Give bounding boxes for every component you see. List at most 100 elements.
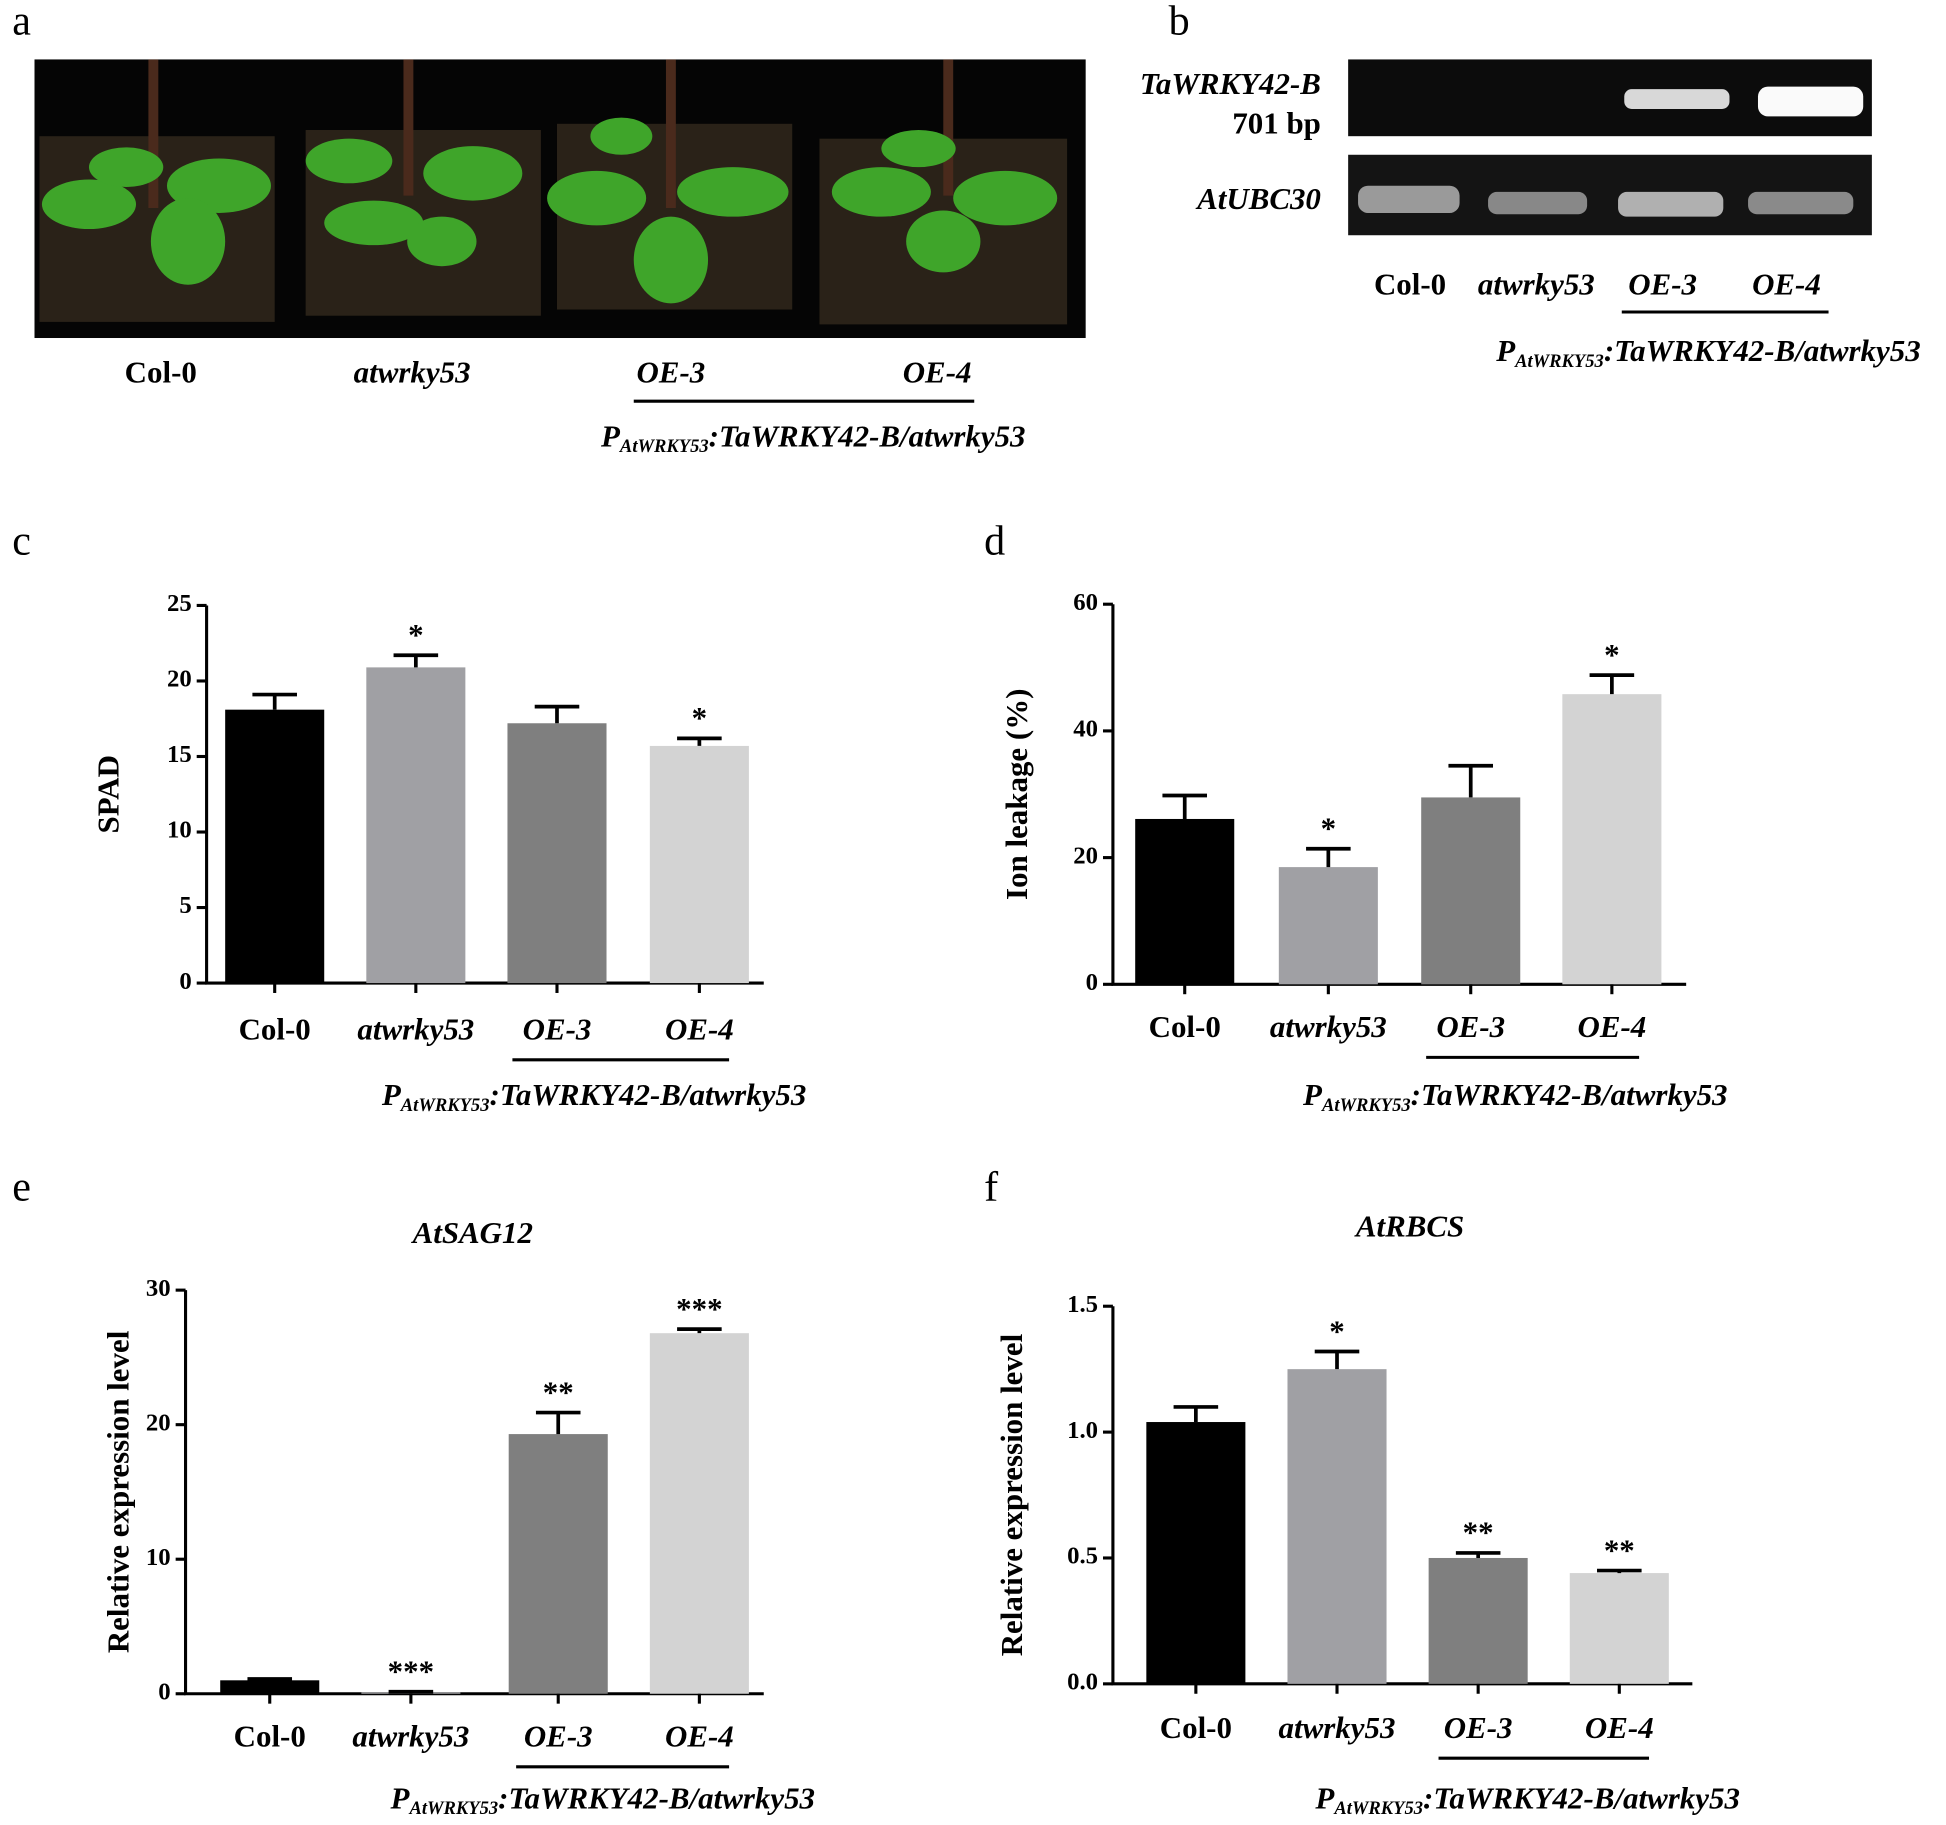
construct-prefix: P <box>1302 1077 1323 1112</box>
lane-label: Col-0 <box>1374 266 1446 301</box>
lane-label: OE-3 <box>1628 266 1697 301</box>
construct-suffix: :TaWRKY42-B/atwrky53 <box>1411 1077 1728 1112</box>
gene-label: AtUBC30 <box>1195 181 1321 216</box>
x-tick-label: Col-0 <box>239 1012 311 1047</box>
x-tick-label: atwrky53 <box>352 1719 469 1754</box>
significance-label: ** <box>543 1374 574 1409</box>
error-bar <box>1448 763 1494 798</box>
significance-label: * <box>1329 1313 1344 1348</box>
y-tick-label: 0 <box>158 1678 170 1705</box>
construct-suffix: :TaWRKY42-B/atwrky53 <box>709 419 1026 454</box>
error-bar <box>1173 1405 1219 1423</box>
panel-label: a <box>12 0 31 44</box>
error-bar <box>252 692 297 710</box>
y-tick-label: 60 <box>1073 589 1098 616</box>
significance-label: ** <box>1604 1532 1635 1567</box>
bar <box>1428 1557 1528 1684</box>
gene-label: TaWRKY42-B <box>1140 66 1321 101</box>
bar <box>507 723 607 984</box>
x-tick-label: Col-0 <box>1149 1009 1221 1044</box>
panel-label: c <box>12 517 31 564</box>
x-tick-label: OE-3 <box>1436 1009 1505 1044</box>
x-tick-label: OE-4 <box>1577 1009 1646 1044</box>
plant-photo <box>34 59 1086 339</box>
significance-label: ** <box>1463 1515 1494 1550</box>
gel-image <box>1348 59 1872 236</box>
construct-label: PAtWRKY53:TaWRKY42-B/atwrky53 <box>381 1077 806 1116</box>
y-tick-label: 15 <box>167 741 192 768</box>
error-bar <box>1162 793 1208 819</box>
bar <box>1569 1573 1669 1684</box>
construct-subscript: AtWRKY53 <box>619 436 709 457</box>
genotype-label: atwrky53 <box>354 354 471 389</box>
error-bar <box>393 653 439 668</box>
construct-subscript: AtWRKY53 <box>408 1798 498 1819</box>
error-bar <box>535 1410 581 1435</box>
bar <box>1146 1422 1246 1684</box>
bar <box>1562 694 1662 985</box>
lane-label: atwrky53 <box>1478 266 1595 301</box>
y-tick-label: 20 <box>167 666 192 693</box>
y-axis-label: SPAD <box>90 755 125 834</box>
error-bar <box>388 1689 434 1694</box>
error-bar <box>534 704 580 724</box>
significance-label: *** <box>388 1654 434 1689</box>
y-tick-label: 10 <box>146 1544 171 1571</box>
construct-subscript: AtWRKY53 <box>1514 351 1604 372</box>
significance-label: * <box>1321 811 1336 846</box>
panel-label: e <box>12 1164 31 1211</box>
error-bar <box>677 1327 722 1334</box>
bar <box>225 709 325 984</box>
construct-prefix: P <box>1314 1781 1335 1816</box>
bar <box>649 745 749 984</box>
x-tick-label: atwrky53 <box>1270 1009 1387 1044</box>
y-tick-label: 0 <box>179 968 191 995</box>
x-tick-label: Col-0 <box>1160 1710 1232 1745</box>
construct-subscript: AtWRKY53 <box>1333 1798 1423 1819</box>
x-tick-label: atwrky53 <box>1279 1710 1396 1745</box>
lane-label: OE-4 <box>1752 266 1821 301</box>
chart-title: AtSAG12 <box>411 1215 533 1250</box>
error-bar <box>1314 1349 1360 1370</box>
significance-label: * <box>408 617 423 652</box>
construct-label: PAtWRKY53:TaWRKY42-B/atwrky53 <box>1495 333 1920 372</box>
genotype-label: OE-4 <box>903 354 972 389</box>
y-tick-label: 0.5 <box>1067 1543 1098 1570</box>
construct-label: PAtWRKY53:TaWRKY42-B/atwrky53 <box>390 1781 815 1820</box>
bar <box>1135 818 1235 985</box>
genotype-label: Col-0 <box>125 354 197 389</box>
y-tick-label: 30 <box>146 1275 171 1302</box>
error-bar <box>1589 673 1635 695</box>
y-axis-label: Relative expression level <box>100 1330 135 1653</box>
construct-prefix: P <box>381 1077 402 1112</box>
construct-subscript: AtWRKY53 <box>400 1095 490 1116</box>
bar <box>220 1680 320 1694</box>
error-bar <box>1455 1551 1501 1558</box>
y-axis-label: Ion leakage (%) <box>999 689 1034 900</box>
significance-label: *** <box>676 1291 722 1326</box>
size-label: 701 bp <box>1232 105 1321 140</box>
x-tick-label: OE-3 <box>524 1719 593 1754</box>
x-tick-label: OE-4 <box>665 1719 734 1754</box>
bar <box>1421 797 1521 985</box>
construct-suffix: :TaWRKY42-B/atwrky53 <box>1604 333 1921 368</box>
y-axis-label: Relative expression level <box>994 1333 1029 1656</box>
bar <box>1278 867 1378 985</box>
construct-prefix: P <box>600 419 621 454</box>
construct-suffix: :TaWRKY42-B/atwrky53 <box>498 1781 815 1816</box>
error-bar <box>677 736 722 746</box>
error-bar <box>1306 846 1351 868</box>
y-tick-label: 25 <box>167 590 192 617</box>
error-bar <box>247 1677 293 1681</box>
panel-label: b <box>1169 0 1190 44</box>
bar <box>508 1434 608 1694</box>
bar <box>1287 1369 1387 1684</box>
construct-label: PAtWRKY53:TaWRKY42-B/atwrky53 <box>1314 1781 1739 1820</box>
y-tick-label: 20 <box>146 1409 171 1436</box>
y-tick-label: 20 <box>1073 842 1098 869</box>
construct-suffix: :TaWRKY42-B/atwrky53 <box>490 1077 807 1112</box>
significance-label: * <box>1604 637 1619 672</box>
construct-suffix: :TaWRKY42-B/atwrky53 <box>1423 1781 1740 1816</box>
x-tick-label: OE-4 <box>1585 1710 1654 1745</box>
y-tick-label: 40 <box>1073 716 1098 743</box>
